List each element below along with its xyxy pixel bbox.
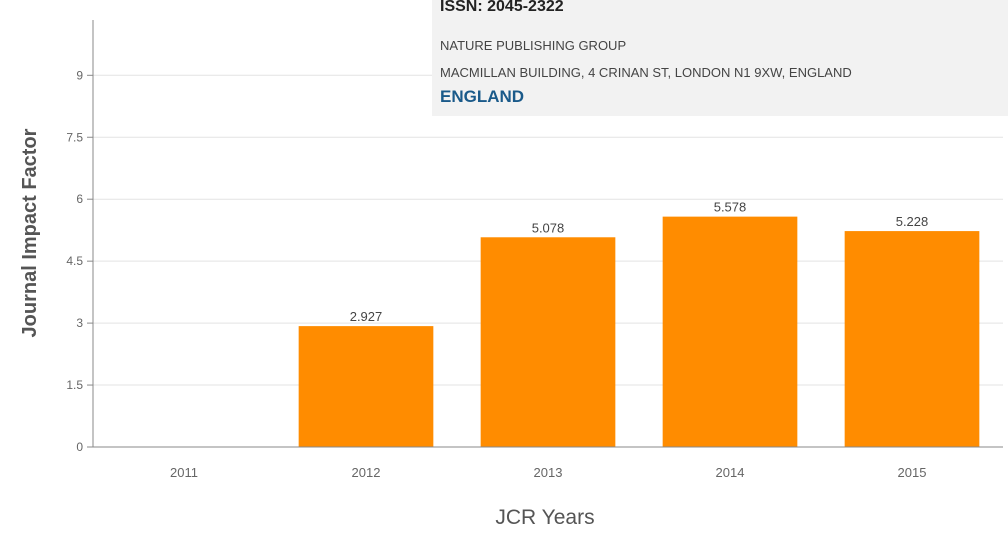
y-tick-label: 3	[76, 316, 83, 330]
publisher-name: NATURE PUBLISHING GROUP	[440, 38, 627, 53]
y-tick-label: 0	[76, 440, 83, 454]
x-tick-label: 2013	[534, 465, 563, 480]
x-axis-label: JCR Years	[495, 506, 594, 529]
y-tick-label: 7.5	[66, 130, 83, 144]
issn-label: ISSN: 2045-2322	[440, 0, 564, 15]
y-tick-label: 9	[76, 68, 83, 82]
bar	[480, 237, 616, 447]
data-label: 2.927	[350, 309, 383, 324]
x-tick-label: 2015	[898, 465, 927, 480]
bars	[298, 216, 980, 447]
y-tick-label: 6	[76, 192, 83, 206]
y-tick-labels: 0 1.5 3 4.5 6 7.5 9	[66, 68, 83, 454]
x-tick-label: 2014	[716, 465, 745, 480]
x-tick-label: 2011	[170, 465, 198, 480]
bar	[844, 231, 980, 447]
publisher-address: MACMILLAN BUILDING, 4 CRINAN ST, LONDON …	[440, 65, 852, 80]
bar	[662, 216, 798, 447]
y-tick-label: 4.5	[66, 254, 83, 268]
data-label: 5.578	[714, 200, 747, 215]
bar	[298, 326, 434, 447]
journal-info-box: ISSN: 2045-2322 NATURE PUBLISHING GROUP …	[432, 0, 1008, 116]
axes	[92, 20, 1003, 448]
y-axis-label: Journal Impact Factor	[19, 128, 41, 337]
x-tick-label: 2012	[352, 465, 381, 480]
x-tick-labels: 2011 2012 2013 2014 2015	[170, 465, 926, 480]
publisher-country: ENGLAND	[440, 87, 525, 106]
data-label: 5.228	[896, 214, 929, 229]
data-label: 5.078	[532, 220, 565, 235]
data-labels: 2.927 5.078 5.578 5.228	[350, 200, 929, 324]
y-tick-label: 1.5	[66, 378, 83, 392]
